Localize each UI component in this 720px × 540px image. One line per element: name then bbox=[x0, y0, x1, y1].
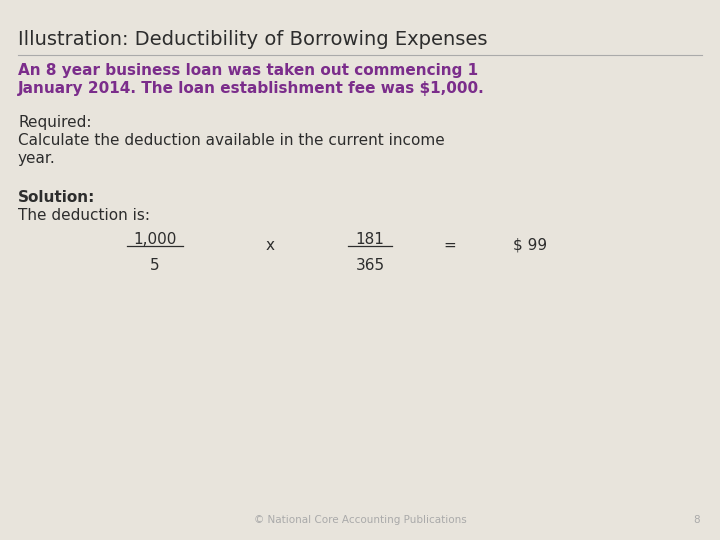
Text: Required:: Required: bbox=[18, 115, 91, 130]
Text: 181: 181 bbox=[356, 232, 384, 247]
Text: The deduction is:: The deduction is: bbox=[18, 208, 150, 223]
Text: $ 99: $ 99 bbox=[513, 238, 547, 253]
Text: x: x bbox=[266, 238, 274, 253]
Text: 1,000: 1,000 bbox=[133, 232, 176, 247]
Text: 8: 8 bbox=[693, 515, 700, 525]
Text: Solution:: Solution: bbox=[18, 190, 95, 205]
Text: An 8 year business loan was taken out commencing 1: An 8 year business loan was taken out co… bbox=[18, 63, 478, 78]
Text: =: = bbox=[444, 238, 456, 253]
Text: 5: 5 bbox=[150, 258, 160, 273]
Text: Calculate the deduction available in the current income: Calculate the deduction available in the… bbox=[18, 133, 445, 148]
Text: 365: 365 bbox=[356, 258, 384, 273]
Text: © National Core Accounting Publications: © National Core Accounting Publications bbox=[253, 515, 467, 525]
Text: year.: year. bbox=[18, 151, 55, 166]
Text: Illustration: Deductibility of Borrowing Expenses: Illustration: Deductibility of Borrowing… bbox=[18, 30, 487, 49]
Text: January 2014. The loan establishment fee was $1,000.: January 2014. The loan establishment fee… bbox=[18, 81, 485, 96]
